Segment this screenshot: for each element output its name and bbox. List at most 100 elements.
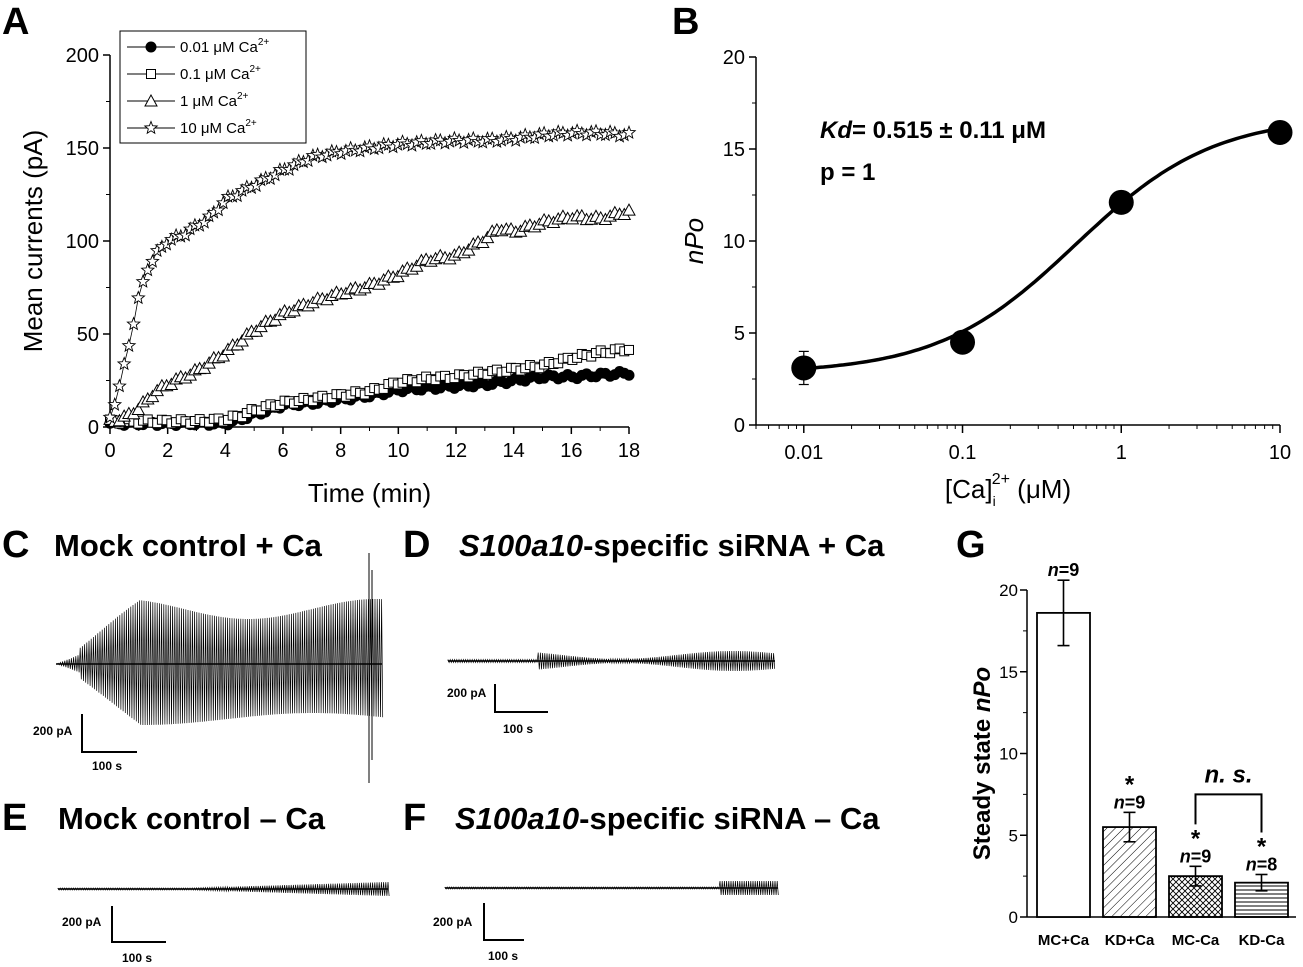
n-label-g-n: n xyxy=(1048,560,1059,580)
legend-marker-a xyxy=(146,69,156,79)
panel-label-g: G xyxy=(956,524,986,566)
title-rest-f: -specific siRNA – Ca xyxy=(579,801,880,836)
x-axis-label-b-sub: i xyxy=(993,493,996,509)
legend-marker-a xyxy=(144,93,158,107)
n-label-g: n=9 xyxy=(1180,846,1212,866)
kd-annotation: Kd= 0.515 ± 0.11 μM xyxy=(820,117,1046,144)
data-point-a xyxy=(211,202,226,217)
y-tick-label-a: 200 xyxy=(66,45,99,67)
bar-g xyxy=(1036,611,1091,918)
y-tick-label-g: 15 xyxy=(999,663,1018,682)
data-point-a xyxy=(624,344,634,355)
data-point-a xyxy=(126,316,141,331)
y-tick-label-g: 10 xyxy=(999,745,1018,764)
legend-label-a: 0.1 μM Ca2+ xyxy=(180,64,261,83)
x-axis-label-a: Time (min) xyxy=(308,478,431,508)
scale-bar-e: 200 pA 100 s xyxy=(62,906,166,965)
title-rest-d: -specific siRNA + Ca xyxy=(583,528,885,563)
significance-star-g: * xyxy=(1191,825,1201,852)
scale-bar-f: 200 pA 100 s xyxy=(433,903,524,963)
panel-title-e: Mock control – Ca xyxy=(58,801,326,836)
y-axis-label-g: Steady state nPo xyxy=(969,667,996,860)
y-tick-label-b: 15 xyxy=(723,139,745,161)
kd-value: = 0.515 ± 0.11 μM xyxy=(852,117,1046,144)
n-label-g-n: n xyxy=(1246,854,1257,874)
scale-x-c: 100 s xyxy=(92,759,122,773)
n-label-g-n: n xyxy=(1180,846,1191,866)
x-tick-label-a: 16 xyxy=(560,440,582,462)
y-tick-label-b: 10 xyxy=(723,231,745,253)
scale-y-f: 200 pA xyxy=(433,915,473,929)
data-point-a xyxy=(135,273,151,288)
data-point-b xyxy=(1108,189,1134,215)
series-a-2 xyxy=(103,203,636,427)
panel-label-a: A xyxy=(2,1,29,43)
x-tick-label-a: 2 xyxy=(162,440,173,462)
x-tick-label-a: 18 xyxy=(618,440,640,462)
data-point-a xyxy=(130,290,146,305)
p-annotation: p = 1 xyxy=(820,159,875,186)
n-label-g-n: n xyxy=(1114,792,1125,812)
data-point-a xyxy=(461,243,476,256)
scale-y-e: 200 pA xyxy=(62,915,102,929)
trace-d xyxy=(447,650,776,672)
series-a-1 xyxy=(105,343,634,429)
y-axis-label-b: nPo xyxy=(679,218,709,264)
x-tick-label-a: 12 xyxy=(445,440,467,462)
y-axis-label-g-text: Steady state xyxy=(969,712,996,860)
panel-title-f: S100a10-specific siRNA – Ca xyxy=(455,801,880,836)
chart-b: 0.01 0.1 1 10 0 5 10 15 20 nPo [Ca]i 2+ (μM) xyxy=(679,47,1293,509)
scale-y-d: 200 pA xyxy=(447,686,487,700)
panel-label-d: D xyxy=(403,524,430,566)
y-tick-label-g: 5 xyxy=(1009,826,1018,845)
y-tick-label-a: 100 xyxy=(66,231,99,253)
y-tick-label-g: 0 xyxy=(1009,908,1018,927)
legend-superscript-a: 2+ xyxy=(250,64,262,75)
data-point-a xyxy=(121,338,137,353)
n-label-g: n=9 xyxy=(1114,792,1146,812)
n-label-g-value: =9 xyxy=(1125,792,1146,812)
panel-title-c: Mock control + Ca xyxy=(54,528,323,563)
x-axis-label-b: [Ca]i 2+ (μM) xyxy=(945,471,1071,509)
data-point-a xyxy=(248,178,264,193)
y-axis-label-g-var: nPo xyxy=(969,667,996,712)
y-tick-label-g: 20 xyxy=(999,581,1018,600)
legend-label-a: 10 μM Ca2+ xyxy=(180,118,257,137)
x-axis-label-b-unit: (μM) xyxy=(1010,474,1071,504)
legend-marker-a xyxy=(143,120,159,135)
panel-label-f: F xyxy=(403,797,426,839)
data-point-b xyxy=(1267,119,1293,145)
data-point-a xyxy=(621,125,637,139)
fit-curve-b xyxy=(803,126,1281,371)
data-point-a xyxy=(107,396,123,412)
y-tick-label-b: 5 xyxy=(734,323,745,345)
scale-x-e: 100 s xyxy=(122,951,152,965)
data-point-a xyxy=(480,230,495,244)
trace-waveform xyxy=(56,598,384,726)
panel-label-c: C xyxy=(2,524,29,566)
x-tick-label-b: 0.1 xyxy=(949,442,977,464)
scale-x-d: 100 s xyxy=(503,722,533,736)
data-point-a xyxy=(116,356,132,371)
x-axis-label-b-base: [Ca] xyxy=(945,474,993,504)
x-tick-label-a: 14 xyxy=(503,440,525,462)
n-label-g-value: =9 xyxy=(1191,846,1212,866)
data-point-a xyxy=(140,262,156,277)
kd-symbol: Kd xyxy=(820,117,853,144)
x-tick-label-b: 1 xyxy=(1116,442,1127,464)
ns-bracket-g xyxy=(1194,793,1263,833)
scale-bar-d: 200 pA 100 s xyxy=(447,684,548,736)
n-label-g-value: =8 xyxy=(1257,854,1278,874)
y-axis-label-a: Mean currents (pA) xyxy=(18,130,48,353)
trace-e xyxy=(57,881,390,897)
data-point-b xyxy=(791,355,817,381)
y-tick-label-a: 150 xyxy=(66,138,99,160)
x-axis-label-b-sup: 2+ xyxy=(992,471,1010,488)
scale-y-c: 200 pA xyxy=(33,724,73,738)
data-point-a xyxy=(145,253,160,268)
panel-label-b: B xyxy=(672,1,699,43)
x-tick-label-b: 0.01 xyxy=(784,442,823,464)
n-label-g: n=9 xyxy=(1048,560,1080,580)
